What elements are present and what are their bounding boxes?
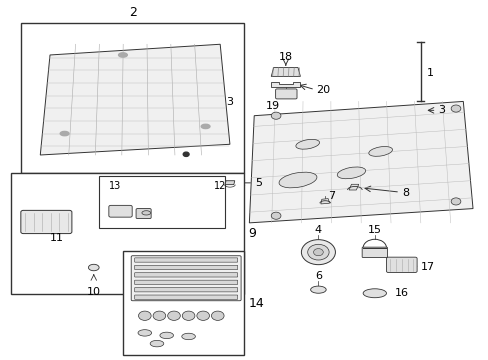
Circle shape [167,311,180,320]
Circle shape [271,112,281,119]
Ellipse shape [142,211,150,215]
Polygon shape [271,67,300,76]
Text: 2: 2 [128,6,136,19]
FancyBboxPatch shape [134,295,237,299]
Ellipse shape [182,333,195,340]
Circle shape [138,311,151,320]
FancyBboxPatch shape [134,273,237,277]
FancyBboxPatch shape [134,288,237,292]
Circle shape [301,240,335,265]
Text: 15: 15 [367,225,381,235]
Circle shape [182,311,195,320]
Text: 18: 18 [278,52,292,62]
Bar [11,173,244,294]
Ellipse shape [310,286,325,293]
Text: 9: 9 [248,227,256,240]
Ellipse shape [337,167,365,179]
Bar [21,23,244,173]
Bar [122,251,244,355]
Polygon shape [249,102,472,223]
FancyBboxPatch shape [109,205,132,217]
Ellipse shape [363,289,386,298]
Text: 3: 3 [225,98,233,108]
Ellipse shape [160,332,173,339]
FancyBboxPatch shape [134,280,237,284]
Bar [99,176,224,228]
Polygon shape [348,184,358,190]
Text: 20: 20 [316,85,330,95]
Circle shape [313,249,323,256]
Ellipse shape [60,131,69,136]
Circle shape [211,311,224,320]
FancyBboxPatch shape [21,210,72,234]
Text: 10: 10 [86,287,101,297]
FancyBboxPatch shape [362,247,386,257]
Circle shape [450,198,460,205]
FancyBboxPatch shape [131,256,241,301]
Text: 5: 5 [255,177,262,188]
Text: 17: 17 [420,262,434,272]
Text: 11: 11 [50,233,64,243]
FancyBboxPatch shape [134,258,237,262]
Text: 19: 19 [265,102,279,111]
FancyBboxPatch shape [275,89,296,99]
Polygon shape [40,44,229,155]
FancyBboxPatch shape [136,208,151,219]
Text: 12: 12 [214,181,226,192]
Polygon shape [224,181,234,185]
Text: 1: 1 [426,68,433,78]
Circle shape [197,311,209,320]
Ellipse shape [150,341,163,347]
Text: 14: 14 [248,297,264,310]
Circle shape [307,244,328,260]
Ellipse shape [295,139,319,149]
Text: 6: 6 [314,271,321,281]
Ellipse shape [88,264,99,271]
Text: 16: 16 [394,288,408,298]
Ellipse shape [368,147,392,156]
Text: 13: 13 [109,181,122,191]
Text: 8: 8 [401,188,408,198]
Ellipse shape [138,330,151,336]
Text: 4: 4 [314,225,321,235]
Circle shape [450,105,460,112]
Circle shape [271,212,281,219]
Polygon shape [271,82,300,87]
Circle shape [153,311,165,320]
Ellipse shape [279,172,316,188]
Ellipse shape [201,124,209,129]
FancyBboxPatch shape [386,257,416,273]
Ellipse shape [118,53,127,57]
Circle shape [183,152,189,157]
Text: 3: 3 [437,105,444,114]
Polygon shape [320,199,329,204]
FancyBboxPatch shape [134,265,237,270]
Text: 7: 7 [327,191,335,201]
